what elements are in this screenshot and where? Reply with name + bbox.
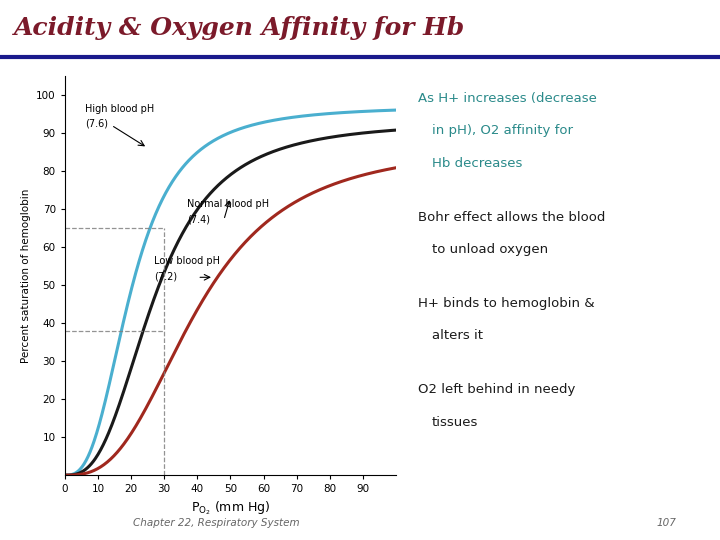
Text: in pH), O2 affinity for: in pH), O2 affinity for: [432, 124, 573, 137]
Text: alters it: alters it: [432, 329, 483, 342]
Y-axis label: Percent saturation of hemoglobin: Percent saturation of hemoglobin: [21, 188, 30, 362]
Text: (7.4): (7.4): [187, 214, 210, 224]
Text: Chapter 22, Respiratory System: Chapter 22, Respiratory System: [132, 518, 300, 529]
Text: H+ binds to hemoglobin &: H+ binds to hemoglobin &: [418, 297, 594, 310]
Text: O2 left behind in needy: O2 left behind in needy: [418, 383, 575, 396]
Text: As H+ increases (decrease: As H+ increases (decrease: [418, 92, 596, 105]
Text: Acidity & Oxygen Affinity for Hb: Acidity & Oxygen Affinity for Hb: [14, 16, 466, 40]
Text: Low blood pH: Low blood pH: [154, 256, 220, 266]
Text: Bohr effect allows the blood: Bohr effect allows the blood: [418, 211, 605, 224]
Text: (7.6): (7.6): [85, 119, 108, 129]
Text: High blood pH: High blood pH: [85, 104, 154, 113]
Text: Normal blood pH: Normal blood pH: [187, 199, 269, 209]
Text: tissues: tissues: [432, 416, 478, 429]
Text: to unload oxygen: to unload oxygen: [432, 243, 548, 256]
Text: Hb decreases: Hb decreases: [432, 157, 523, 170]
Text: 107: 107: [657, 518, 677, 529]
Text: (7.2): (7.2): [154, 271, 177, 281]
Text: P$_{\mathregular{O_2}}$ (mm Hg): P$_{\mathregular{O_2}}$ (mm Hg): [191, 499, 270, 517]
